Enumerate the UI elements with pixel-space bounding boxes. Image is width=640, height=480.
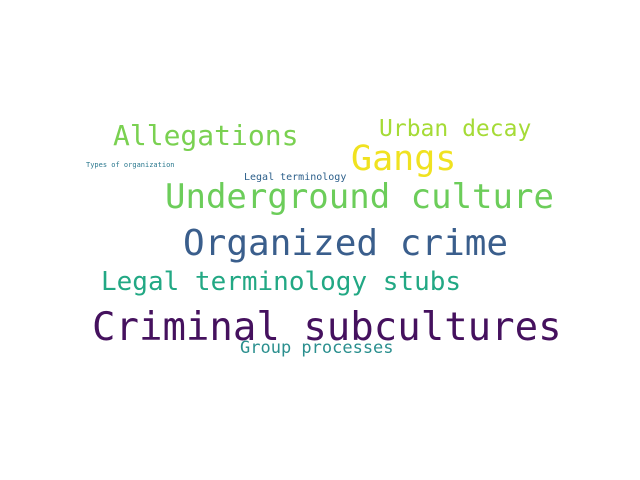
word-gangs: Gangs [351, 139, 457, 179]
word-criminal-subcultures: Criminal subcultures [92, 305, 562, 350]
word-legal-terminology: Legal terminology [244, 172, 347, 183]
word-urban-decay: Urban decay [379, 116, 532, 142]
word-allegations: Allegations [113, 119, 299, 152]
word-organized-crime: Organized crime [183, 223, 509, 264]
word-types-of-organization: Types of organization [86, 161, 175, 169]
word-underground-culture: Underground culture [165, 177, 554, 217]
word-group-processes: Group processes [240, 338, 394, 358]
word-legal-terminology-stubs: Legal terminology stubs [101, 267, 462, 297]
